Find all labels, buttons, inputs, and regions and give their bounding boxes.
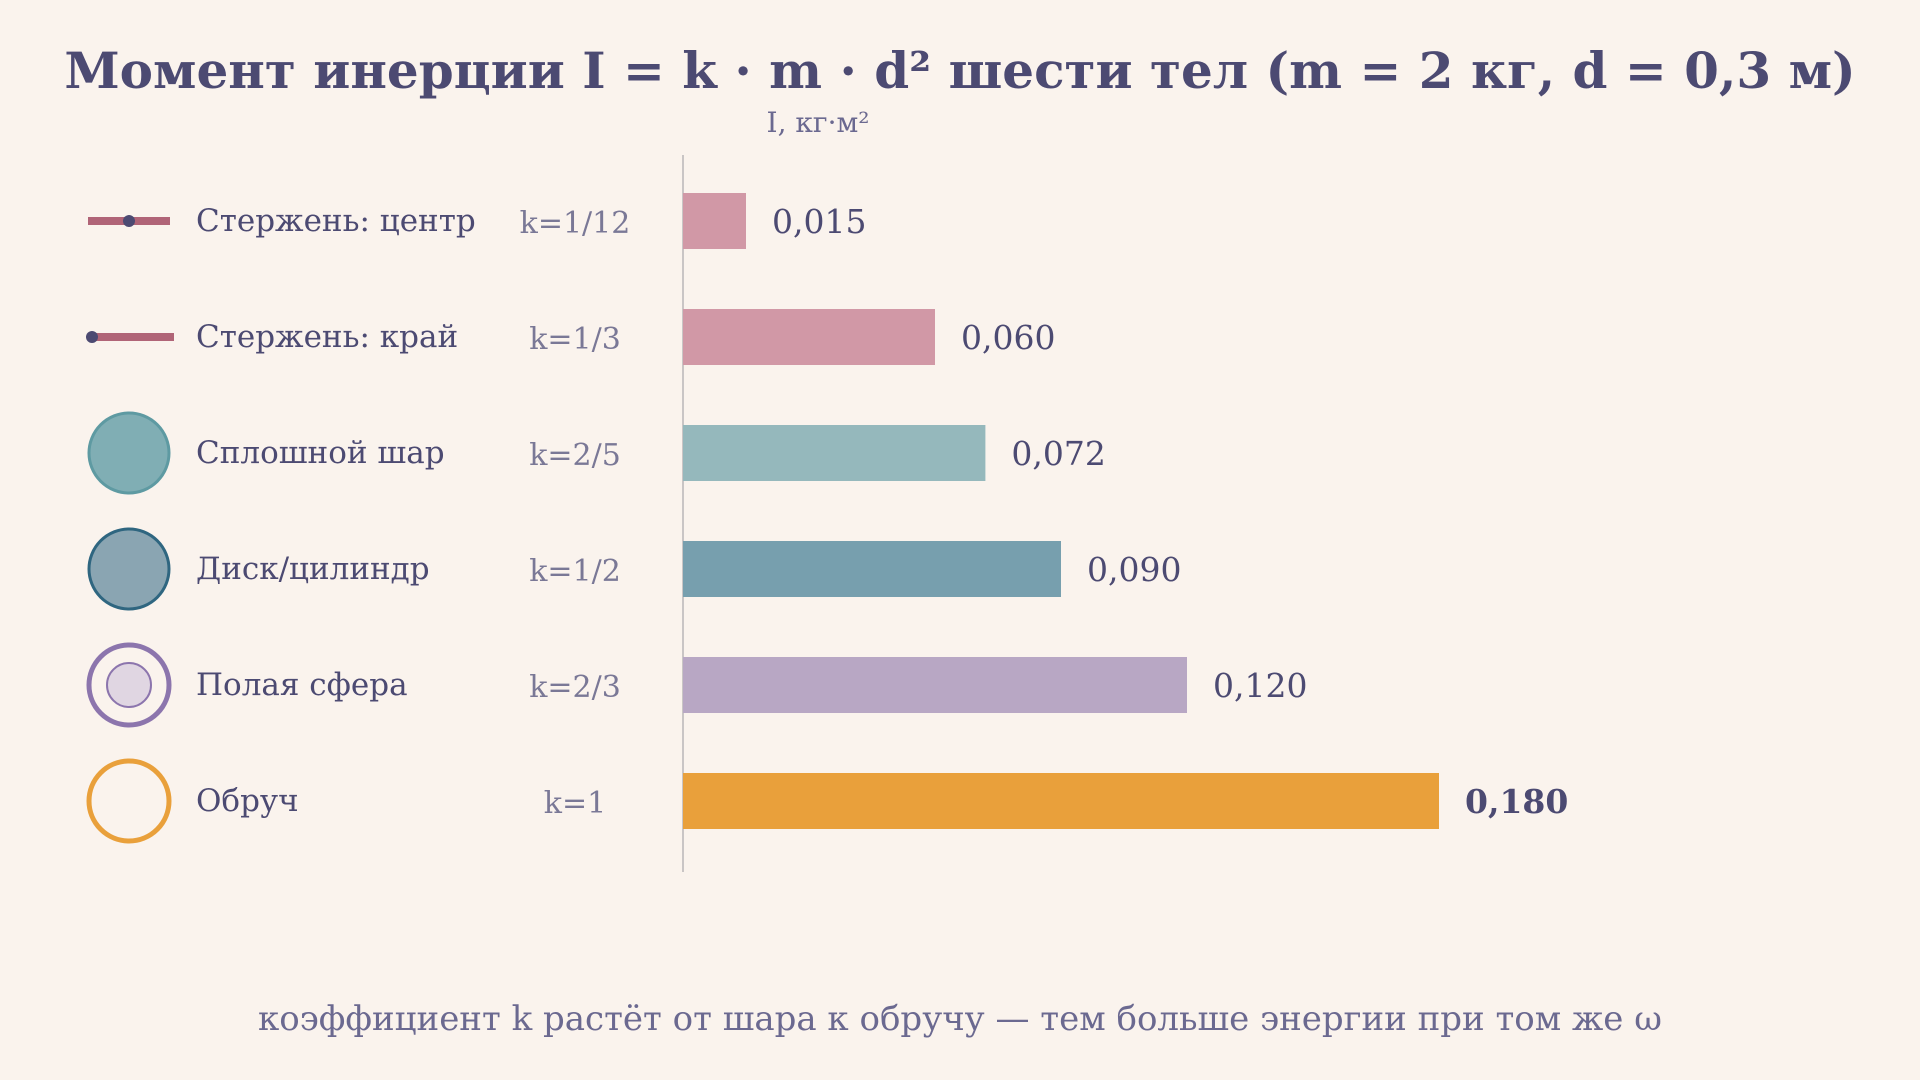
k-coefficient-label: k=2/5 — [529, 438, 621, 473]
bar — [683, 193, 746, 249]
category-label: Полая сфера — [196, 667, 408, 703]
value-label: 0,015 — [772, 202, 866, 241]
k-coefficient-label: k=1/3 — [529, 322, 621, 357]
value-label: 0,120 — [1213, 666, 1307, 705]
sphere-shape — [87, 411, 171, 495]
chart-title: Момент инерции I = k · m · d² шести тел … — [64, 41, 1855, 100]
bar — [683, 309, 935, 365]
category-label: Стержень: край — [196, 319, 458, 355]
bar-row: Стержень: край k=1/3 0,060 — [196, 309, 1055, 365]
bar — [683, 773, 1439, 829]
hoop-icon — [86, 758, 172, 844]
category-label: Сплошной шар — [196, 435, 445, 471]
chart-rows: Стержень: центр k=1/12 0,015 Стержень: край… — [86, 193, 1568, 844]
rod-pivot-dot — [123, 215, 135, 227]
bar-row: Обруч k=1 0,180 — [196, 773, 1568, 829]
axis-unit-label: I, кг·м² — [767, 106, 870, 139]
value-label: 0,090 — [1087, 550, 1181, 589]
hollow-sphere-icon — [86, 642, 172, 728]
k-coefficient-label: k=2/3 — [529, 670, 621, 705]
inner-cavity — [106, 662, 152, 708]
outer-shell — [86, 642, 172, 728]
disk-icon — [87, 527, 171, 611]
bar-row: Диск/цилиндр k=1/2 0,090 — [196, 541, 1181, 597]
category-label: Диск/цилиндр — [196, 551, 430, 587]
bar — [683, 425, 986, 481]
bar — [683, 541, 1061, 597]
value-label: 0,072 — [1011, 434, 1105, 473]
value-label: 0,060 — [961, 318, 1055, 357]
bar-row: Полая сфера k=2/3 0,120 — [196, 657, 1307, 713]
bar-row: Сплошной шар k=2/5 0,072 — [196, 425, 1106, 481]
rod-center-icon — [88, 215, 170, 227]
disk-shape — [87, 527, 171, 611]
k-coefficient-label: k=1 — [544, 786, 606, 821]
solid-sphere-icon — [87, 411, 171, 495]
rod-pivot-dot — [86, 331, 98, 343]
category-label: Обруч — [196, 783, 299, 819]
hoop-ring — [86, 758, 172, 844]
rod-end-icon — [86, 331, 174, 343]
bar — [683, 657, 1187, 713]
chart-footnote: коэффициент k растёт от шара к обручу — … — [258, 999, 1662, 1039]
k-coefficient-label: k=1/2 — [529, 554, 621, 589]
bar-row: Стержень: центр k=1/12 0,015 — [196, 193, 866, 249]
category-label: Стержень: центр — [196, 203, 476, 239]
value-label: 0,180 — [1465, 782, 1568, 821]
k-coefficient-label: k=1/12 — [520, 206, 631, 241]
